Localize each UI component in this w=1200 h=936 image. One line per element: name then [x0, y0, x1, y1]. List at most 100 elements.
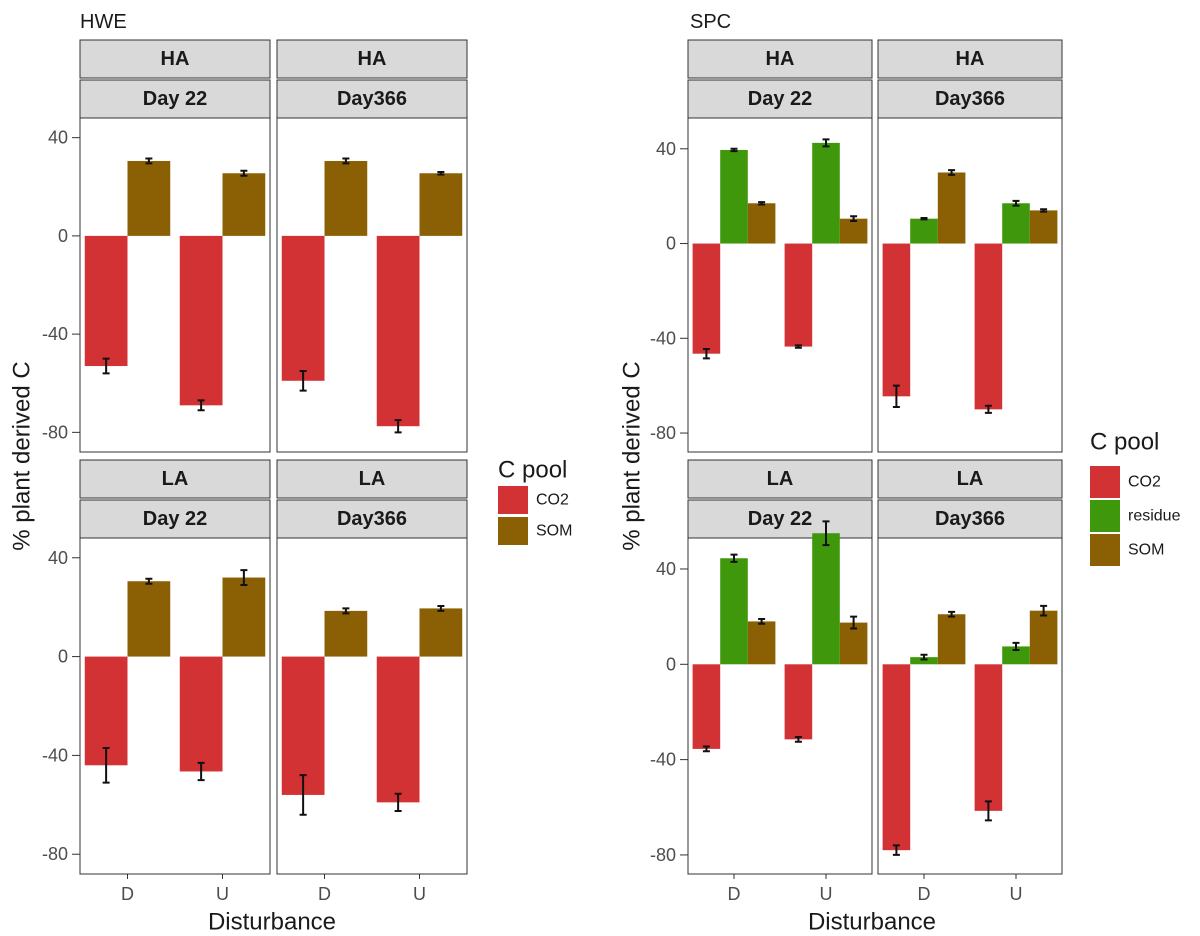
facet-panel: HA Day 22 40 0 -40 -80: [42, 39, 271, 453]
facet-strip: [276, 499, 468, 539]
error-bar: [1012, 641, 1020, 651]
legend-label-residue: residue: [1128, 508, 1181, 525]
error-bar: [197, 399, 205, 412]
facet-strip: [877, 39, 1063, 79]
y-tick-label: 0: [58, 226, 68, 246]
bar-co2-d: [882, 664, 911, 851]
facet-strip-label: HA: [358, 48, 387, 70]
bar-som-u: [419, 608, 463, 657]
error-bar: [702, 745, 710, 753]
bar-residue-u: [1002, 203, 1030, 244]
bar-residue-d: [910, 657, 938, 665]
x-axis-title: Disturbance: [808, 909, 936, 936]
bar-som-d: [937, 614, 966, 665]
bar-co2-d: [84, 235, 128, 367]
facet-strip-label: LA: [767, 468, 794, 490]
x-tick-label: U: [1010, 884, 1023, 904]
x-tick-label: D: [918, 884, 931, 904]
bar-co2-u: [179, 235, 223, 406]
facet-strip: [79, 39, 271, 79]
error-bar: [920, 653, 928, 661]
error-bar: [394, 792, 402, 812]
x-tick-label: D: [318, 884, 331, 904]
bar-residue-u: [812, 142, 840, 244]
error-bar: [299, 774, 307, 816]
y-tick-label: 0: [666, 234, 676, 254]
error-bar: [299, 369, 307, 392]
bar-residue-u: [1002, 646, 1030, 665]
error-bar: [758, 201, 766, 206]
bar-co2-d: [281, 235, 325, 381]
facet-strip: [877, 499, 1063, 539]
x-tick-label: D: [121, 884, 134, 904]
bar-co2-u: [784, 664, 813, 740]
bar-co2-u: [974, 664, 1003, 811]
error-bar: [702, 347, 710, 360]
facet-strip-label: Day366: [337, 508, 407, 530]
bar-som-u: [419, 173, 463, 236]
x-tick-label: U: [216, 884, 229, 904]
bar-som-d: [324, 160, 368, 236]
facet-strip-label: Day 22: [143, 508, 208, 530]
y-axis-title: % plant derived C: [9, 361, 36, 550]
bar-som-d: [127, 160, 171, 236]
error-bar: [102, 747, 110, 784]
y-tick-label: 40: [656, 139, 676, 159]
error-bar: [240, 169, 248, 177]
bar-co2-u: [179, 656, 223, 772]
facet-strip-label: Day366: [935, 508, 1005, 530]
error-bar: [984, 404, 992, 414]
error-bar: [758, 618, 766, 625]
facet-panel: LA Day366 D U: [276, 459, 468, 904]
error-bar: [984, 800, 992, 822]
error-bar: [822, 520, 830, 547]
y-tick-label: -40: [650, 328, 676, 348]
error-bar: [822, 138, 830, 148]
facet-strip-label: HA: [956, 48, 985, 70]
error-bar: [730, 553, 738, 563]
error-bar: [948, 169, 956, 176]
facet-panel: HA Day366: [276, 39, 468, 453]
facet-strip-label: Day366: [935, 88, 1005, 110]
x-tick-label: D: [728, 884, 741, 904]
legend-key-co2: [1090, 466, 1120, 498]
bar-residue-d: [720, 149, 748, 244]
facet-strip: [687, 459, 873, 499]
x-axis-title: Disturbance: [208, 909, 336, 936]
facet-strip: [687, 79, 873, 119]
facet-strip-label: Day 22: [748, 88, 813, 110]
y-tick-label: -80: [650, 423, 676, 443]
bar-som-d: [127, 581, 171, 657]
bar-som-u: [1029, 610, 1058, 665]
legend-label-som: SOM: [536, 523, 572, 540]
facet-panel: HA Day 22 40 0 -40 -80: [650, 39, 873, 453]
facet-strip: [877, 459, 1063, 499]
bar-som-u: [839, 218, 868, 244]
x-tick-label: U: [413, 884, 426, 904]
facet-panel: LA Day 22 40 0 -40 -80 D U: [42, 459, 271, 904]
bar-co2-d: [882, 243, 911, 397]
bar-co2-u: [974, 243, 1003, 410]
error-bar: [197, 761, 205, 782]
y-axis-title: % plant derived C: [619, 361, 646, 550]
bar-co2-u: [784, 243, 813, 347]
legend-label-som: SOM: [1128, 542, 1164, 559]
error-bar: [1040, 604, 1048, 617]
facet-panel: LA Day366 D U: [877, 459, 1063, 904]
facet-strip-label: HA: [161, 48, 190, 70]
facet-strip: [79, 499, 271, 539]
error-bar: [850, 215, 858, 223]
error-bar: [240, 569, 248, 586]
error-bar: [892, 844, 900, 856]
facet-strip-label: Day 22: [143, 88, 208, 110]
legend-key-som: [498, 517, 528, 545]
facet-strip-label: Day 22: [748, 508, 813, 530]
bar-residue-d: [720, 558, 748, 665]
y-tick-label: -80: [42, 844, 68, 864]
facet-strip: [276, 459, 468, 499]
bar-som-d: [747, 621, 776, 665]
legend-key-som: [1090, 534, 1120, 566]
bar-co2-u: [376, 235, 420, 427]
facet-strip: [687, 39, 873, 79]
